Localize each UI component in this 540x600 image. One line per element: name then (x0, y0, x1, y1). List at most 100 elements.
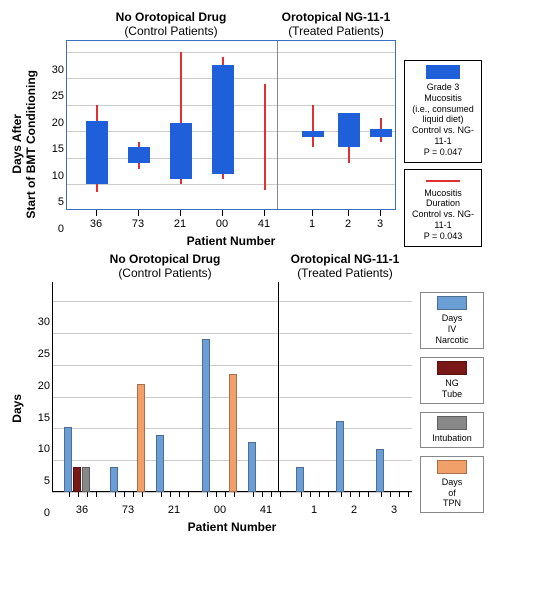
chart1-box (338, 113, 360, 148)
bar-swatch-icon (437, 460, 467, 474)
legend-text: Tube (425, 389, 479, 400)
chart1-plot-wrapper: No Orotopical Drug(Control Patients)Orot… (66, 40, 396, 248)
chart1-ytick: 20 (52, 117, 64, 129)
chart2-xlabel-item: 00 (214, 504, 226, 516)
chart1-ylabel: Days AfterStart of BMT Conditioning (10, 70, 38, 219)
chart2-legend-item: DaysIVNarcotic (420, 292, 484, 349)
chart1-box (302, 131, 324, 136)
chart2-xlabel-item: 21 (168, 504, 180, 516)
legend-text: Grade 3 (409, 82, 477, 93)
chart2-titles: No Orotopical Drug(Control Patients)Orot… (52, 252, 412, 280)
chart2-plot: No Orotopical Drug(Control Patients)Orot… (52, 282, 412, 492)
chart1-box (170, 123, 192, 179)
box-swatch-icon (426, 65, 460, 79)
chart1-legend-item: MucositisDurationControl vs. NG-11-1P = … (404, 169, 482, 247)
legend-text: Mucositis (409, 93, 477, 104)
chart1-xlabel-item: 3 (377, 218, 383, 230)
chart1-box (86, 121, 108, 185)
chart2-ylabel: Days (10, 394, 24, 423)
chart2-bar (229, 374, 237, 492)
legend-text: Mucositis (409, 188, 477, 199)
chart2-ytick: 20 (38, 380, 50, 392)
chart2-bar (248, 442, 256, 492)
chart1-plotarea (66, 40, 396, 210)
chart2-bar (156, 435, 164, 492)
legend-text: Intubation (425, 433, 479, 444)
chart2-ytick: 25 (38, 348, 50, 360)
legend-text: Control vs. NG-11-1 (409, 209, 477, 231)
chart1-legend: Grade 3Mucositis(i.e., consumedliquid di… (404, 60, 482, 247)
legend-text: of (425, 488, 479, 499)
bar-swatch-icon (437, 361, 467, 375)
chart1-main: Days AfterStart of BMT Conditioning 0510… (10, 40, 396, 248)
chart2-ytick: 10 (38, 443, 50, 455)
legend-text: P = 0.047 (409, 147, 477, 158)
legend-text: Days (425, 313, 479, 324)
chart1-gridline (67, 52, 395, 53)
chart2-legend-item: DaysofTPN (420, 456, 484, 513)
chart1-xlabel-item: 2 (345, 218, 351, 230)
legend-text: Control vs. NG-11-1 (409, 125, 477, 147)
bar-swatch-icon (437, 416, 467, 430)
chart1-ytick: 25 (52, 90, 64, 102)
chart2-bar (202, 339, 210, 492)
chart2-xlabel-item: 36 (76, 504, 88, 516)
chart1-gridline (67, 184, 395, 185)
chart2-xlabels: 3673210041123 (52, 502, 412, 518)
chart1-ytick: 5 (58, 196, 64, 208)
legend-text: (i.e., consumed (409, 104, 477, 115)
chart1-xlabel-item: 1 (309, 218, 315, 230)
chart2-plotarea (52, 282, 412, 492)
chart2-gridline (52, 333, 412, 334)
chart2-bar (137, 384, 145, 492)
chart1-xlabel-item: 21 (174, 218, 186, 230)
chart1-legend-item: Grade 3Mucositis(i.e., consumedliquid di… (404, 60, 482, 163)
chart1-xlabel: Patient Number (66, 234, 396, 248)
chart1-xlabel-item: 36 (90, 218, 102, 230)
chart2-xlabel-item: 2 (351, 504, 357, 516)
chart1-xlabel-item: 00 (216, 218, 228, 230)
chart2-title-right: Orotopical NG-11-1(Treated Patients) (278, 252, 412, 280)
chart2-xlabel-item: 1 (311, 504, 317, 516)
chart2-bar (110, 467, 118, 492)
chart1-ytick: 0 (58, 223, 64, 235)
chart1-container: Days AfterStart of BMT Conditioning 0510… (10, 40, 530, 248)
chart2-bar (64, 427, 72, 492)
chart2-bar (376, 449, 384, 492)
chart2-ytick: 30 (38, 316, 50, 328)
legend-text: P = 0.043 (409, 231, 477, 242)
legend-text: Narcotic (425, 335, 479, 346)
chart1-box (212, 65, 234, 174)
chart2-container: Days 0 5 10 15 20 25 30 No Orotopical Drug(Con… (10, 282, 530, 534)
chart2-xlabel: Patient Number (52, 520, 412, 534)
chart1-ytick: 10 (52, 170, 64, 182)
chart2-gridline (52, 365, 412, 366)
chart1-title-left: No Orotopical Drug(Control Patients) (66, 10, 276, 38)
chart1-whisker (264, 84, 266, 190)
chart2-ytick: 15 (38, 412, 50, 424)
chart2-xlabel-item: 3 (391, 504, 397, 516)
chart2-xlabel-item: 73 (122, 504, 134, 516)
chart2-legend-item: Intubation (420, 412, 484, 448)
chart2-main: Days 0 5 10 15 20 25 30 No Orotopical Drug(Con… (10, 282, 412, 534)
chart2-bar (82, 467, 90, 492)
chart1-titles: No Orotopical Drug(Control Patients)Orot… (66, 10, 396, 38)
chart1-xlabel-item: 41 (258, 218, 270, 230)
legend-text: Duration (409, 198, 477, 209)
chart1-box (128, 147, 150, 163)
chart1-ytick: 30 (52, 64, 64, 76)
chart1-box (370, 129, 392, 137)
chart2-gridline (52, 301, 412, 302)
chart2-bar (73, 467, 81, 492)
chart2-ytick: 0 (44, 507, 50, 519)
chart2-yaxis: 051015202530 (26, 303, 52, 513)
chart2-bar (336, 421, 344, 492)
chart1-title-right: Orotopical NG-11-1(Treated Patients) (276, 10, 396, 38)
chart1-xlabel-item: 73 (132, 218, 144, 230)
chart2-ytick: 5 (44, 475, 50, 487)
bar-swatch-icon (437, 296, 467, 310)
chart2-title-left: No Orotopical Drug(Control Patients) (52, 252, 278, 280)
chart1-whisker (312, 105, 314, 148)
legend-text: liquid diet) (409, 114, 477, 125)
legend-text: TPN (425, 498, 479, 509)
